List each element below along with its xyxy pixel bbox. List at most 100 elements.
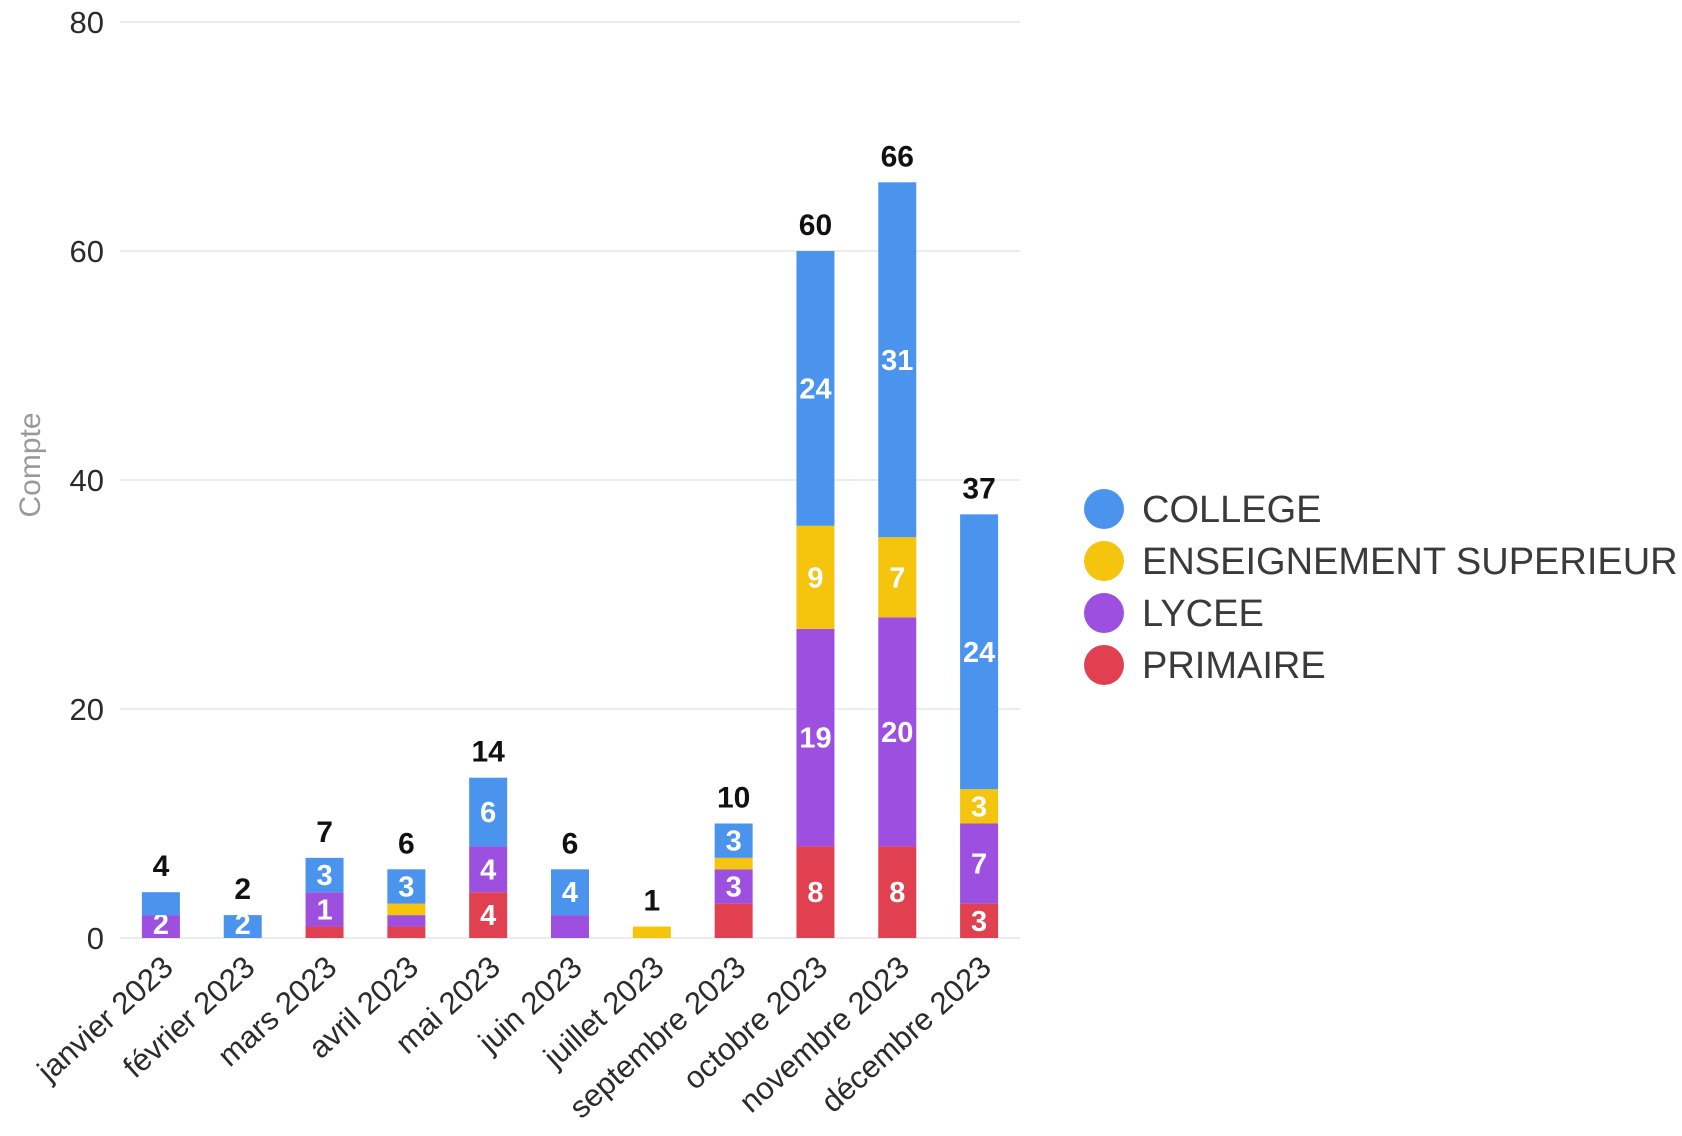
bar-segment-lycee [305, 892, 344, 927]
bar-segment-lycee [387, 915, 426, 927]
segment-value-label: 2 [153, 909, 169, 941]
y-tick-label: 20 [70, 692, 104, 727]
segment-value-label: 7 [971, 849, 987, 881]
bar-segment-college [551, 869, 589, 916]
segment-value-label: 3 [316, 860, 332, 892]
segment-value-label: 8 [889, 877, 905, 909]
bar-segment-lycee [469, 846, 508, 893]
bar-segment-lycee [960, 823, 999, 904]
bar-segment-college [960, 514, 999, 790]
bar-segment-enseignement-superieur [714, 857, 753, 870]
legend-label: COLLEGE [1142, 489, 1322, 531]
legend: COLLEGE ENSEIGNEMENT SUPERIEUR LYCEE PRIMAI… [1084, 489, 1678, 687]
bar-total-label: 7 [316, 816, 333, 849]
legend-swatch [1084, 645, 1124, 685]
bar-segment-primaire [960, 903, 999, 938]
segment-value-label: 4 [562, 877, 578, 909]
bar-stack-mai-2023: 4 4 6 14 [469, 736, 508, 938]
segment-value-label: 3 [398, 871, 414, 903]
bar-segment-college [878, 182, 917, 538]
bar-segment-college [796, 251, 835, 526]
y-tick-label: 80 [70, 5, 104, 40]
segment-value-label: 24 [799, 373, 831, 405]
bar-segment-primaire [878, 846, 917, 938]
legend-label: PRIMAIRE [1142, 645, 1326, 687]
bar-segment-college [714, 823, 753, 858]
bar-segment-lycee [714, 869, 753, 904]
bar-total-label: 37 [962, 472, 995, 505]
bar-total-label: 60 [799, 209, 832, 242]
bar-segment-college [469, 777, 508, 847]
y-axis-ticks: 0 20 40 60 80 [70, 5, 104, 956]
legend-item-lycee: LYCEE [1084, 593, 1264, 635]
bar-total-label: 66 [881, 140, 914, 173]
legend-swatch [1084, 489, 1124, 529]
bar-stack-octobre-2023: 8 19 9 24 60 [796, 209, 835, 938]
bar-segment-enseignement-superieur [632, 926, 671, 938]
bar-segment-enseignement-superieur [796, 525, 835, 629]
bar-stack-septembre-2023: 3 3 10 [714, 782, 753, 938]
legend-item-primaire: PRIMAIRE [1084, 645, 1326, 687]
bar-segment-lycee [141, 915, 180, 938]
bar-segment-college [387, 869, 426, 904]
bar-stack-juin-2023: 46 [551, 827, 589, 938]
y-tick-label: 60 [70, 234, 104, 269]
segment-value-label: 3 [971, 906, 987, 938]
bar-stack-avril-2023: 36 [387, 827, 426, 938]
legend-label: LYCEE [1142, 593, 1264, 635]
bar-segment-enseignement-superieur [960, 789, 999, 824]
bar-segment-primaire [387, 926, 426, 938]
segment-value-label: 7 [889, 562, 905, 594]
segment-value-label: 2 [235, 909, 251, 941]
segment-value-label: 31 [881, 345, 913, 377]
bar-segment-primaire [469, 892, 508, 938]
legend-label: ENSEIGNEMENT SUPERIEUR [1142, 541, 1678, 583]
bar-segment-college [223, 915, 262, 938]
bar-total-label: 4 [153, 850, 170, 883]
segment-value-label: 1 [316, 894, 332, 926]
bar-segment-college [141, 892, 180, 916]
y-axis-label: Compte [14, 412, 47, 517]
bar-stack-janvier-2023: 24 [141, 850, 180, 941]
bar-segment-college [305, 857, 344, 893]
bar-total-label: 6 [398, 827, 415, 860]
bar-stack-novembre-2023: 8 20 7 31 66 [878, 140, 917, 938]
segment-value-label: 24 [963, 637, 995, 669]
bar-segment-lycee [551, 915, 589, 938]
segment-value-label: 9 [807, 562, 823, 594]
bar-total-label: 14 [471, 736, 505, 769]
bar-segment-lycee [878, 617, 917, 847]
bar-total-label: 10 [717, 782, 750, 815]
legend-item-college: COLLEGE [1084, 489, 1322, 531]
bar-segment-primaire [796, 846, 835, 938]
y-tick-label: 40 [70, 463, 104, 498]
segment-value-label: 3 [971, 791, 987, 823]
bar-stack-fevrier-2023: 22 [223, 873, 262, 941]
segment-value-label: 19 [799, 723, 831, 755]
grid-lines [120, 21, 1020, 939]
bar-stack-juillet-2023: 1 [632, 885, 671, 938]
bar-segment-primaire [305, 926, 344, 938]
segment-value-label: 4 [480, 900, 496, 932]
bar-stack-mars-2023: 13 7 [305, 816, 344, 938]
bar-segment-enseignement-superieur [387, 903, 426, 916]
legend-swatch [1084, 593, 1124, 633]
bar-total-label: 6 [562, 827, 579, 860]
bar-segment-primaire [714, 903, 753, 938]
segment-value-label: 4 [480, 854, 496, 886]
bar-segment-enseignement-superieur [878, 537, 917, 618]
legend-swatch [1084, 541, 1124, 581]
bar-segment-lycee [796, 628, 835, 847]
y-tick-label: 0 [87, 921, 104, 956]
bar-total-label: 1 [643, 885, 660, 918]
segment-value-label: 20 [881, 717, 913, 749]
segment-value-label: 3 [726, 826, 742, 858]
segment-value-label: 6 [480, 797, 496, 829]
bar-total-label: 2 [234, 873, 251, 906]
segment-value-label: 3 [726, 871, 742, 903]
legend-item-enseignement-superieur: ENSEIGNEMENT SUPERIEUR [1084, 541, 1678, 583]
